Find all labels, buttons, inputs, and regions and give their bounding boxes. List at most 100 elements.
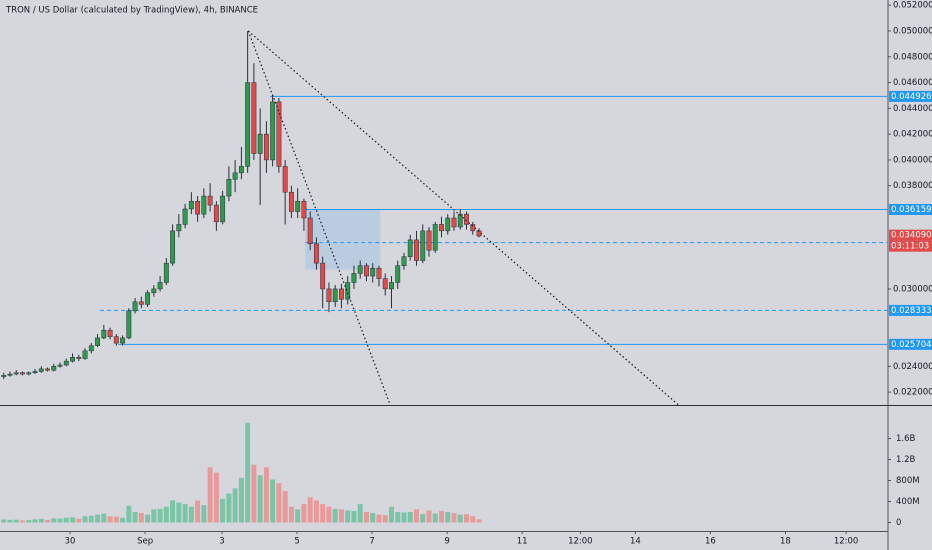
- candle-body: [295, 200, 301, 212]
- volume-bar: [157, 508, 163, 523]
- volume-bar: [301, 504, 307, 523]
- candle-body: [13, 372, 19, 375]
- volume-bar: [70, 517, 76, 523]
- volume-bar: [45, 519, 51, 523]
- volume-bar: [351, 510, 357, 523]
- volume-bar: [288, 506, 294, 523]
- volume-bar: [145, 514, 151, 523]
- candle-body: [238, 166, 244, 174]
- x-tick-label: 18: [780, 537, 791, 547]
- volume-bar: [438, 510, 444, 523]
- candle-body: [345, 282, 351, 300]
- candle-body: [263, 133, 269, 161]
- y-tick-label: 0.04800000: [893, 52, 932, 62]
- candle-body: [57, 364, 63, 367]
- x-tick-label: 3: [219, 537, 224, 547]
- candle-body: [38, 368, 44, 372]
- candle-body: [126, 310, 132, 339]
- volume-bar: [132, 512, 138, 523]
- volume-bar: [388, 506, 394, 523]
- x-tick-label: 14: [630, 537, 641, 547]
- volume-bar: [126, 505, 132, 523]
- candle-body: [195, 200, 201, 215]
- candle-body: [176, 224, 182, 232]
- volume-bar: [338, 509, 344, 523]
- candle-body: [120, 337, 126, 344]
- candle-body: [382, 278, 388, 290]
- y-tick-label: 0.05000000: [893, 26, 932, 36]
- x-tick-label: 12:00: [568, 537, 593, 547]
- volume-tick-label: 1.2B: [896, 455, 916, 465]
- last-price-badge: 0.03409036: [891, 231, 932, 241]
- candle-body: [457, 213, 463, 228]
- volume-bar: [464, 514, 470, 523]
- candle-body: [451, 217, 457, 228]
- volume-bar: [307, 497, 313, 523]
- candle-body: [251, 82, 257, 154]
- candle-body: [70, 357, 75, 362]
- y-tick-label: 0.04000000: [893, 155, 932, 165]
- volume-bar: [207, 467, 213, 523]
- candle-body: [426, 230, 432, 251]
- candle-body: [188, 200, 194, 210]
- volume-bar: [395, 512, 401, 523]
- volume-bar: [426, 510, 432, 523]
- x-tick-label: 30: [65, 537, 76, 547]
- volume-bar: [51, 518, 57, 523]
- volume-bar: [113, 516, 119, 523]
- volume-tick-label: 1.6B: [896, 434, 916, 444]
- level-badge-bg: [889, 304, 932, 316]
- candle-body: [276, 101, 282, 167]
- volume-bar: [95, 514, 101, 523]
- volume-bar: [382, 515, 388, 523]
- volume-bar: [7, 519, 13, 523]
- candle-body: [138, 301, 144, 305]
- candle-body: [257, 133, 263, 154]
- candle-body: [445, 217, 451, 232]
- candle-body: [113, 336, 119, 344]
- volume-bar: [88, 515, 94, 523]
- candle-body: [245, 82, 251, 167]
- volume-bar: [226, 493, 232, 523]
- volume-bar: [32, 519, 38, 523]
- volume-bar: [1, 519, 7, 523]
- candle-body: [288, 191, 294, 212]
- volume-tick-label: 400M: [896, 497, 920, 507]
- candle-body: [1, 375, 7, 377]
- y-tick-label: 0.02200000: [893, 388, 932, 398]
- level-badge: 0.03615904: [891, 205, 932, 215]
- candle-body: [395, 265, 401, 283]
- x-tick-label: 11: [517, 537, 528, 547]
- volume-bar: [163, 506, 169, 523]
- level-badge: 0.0283338: [891, 306, 932, 316]
- chart-title: TRON / US Dollar (calculated by TradingV…: [5, 6, 258, 16]
- y-tick-label: 0.04600000: [893, 78, 932, 88]
- candle-body: [432, 224, 438, 251]
- candle-body: [95, 337, 100, 346]
- volume-bar: [470, 516, 476, 523]
- x-tick-label: 16: [705, 537, 716, 547]
- volume-bar: [345, 510, 351, 523]
- candle-body: [226, 179, 232, 197]
- candle-body: [232, 172, 238, 180]
- volume-bar: [257, 475, 263, 523]
- countdown-badge: 03:11:03: [891, 242, 929, 252]
- candle-body: [357, 265, 363, 274]
- volume-bar: [476, 519, 482, 523]
- volume-bar: [363, 512, 369, 523]
- level-badge-bg: [889, 203, 932, 215]
- x-tick-label: Sep: [137, 537, 153, 547]
- volume-bar: [263, 467, 269, 523]
- y-tick-label: 0.04200000: [893, 130, 932, 140]
- volume-bar: [332, 508, 338, 523]
- candle-body: [370, 268, 376, 277]
- volume-bar: [182, 504, 188, 523]
- candle-body: [207, 195, 213, 206]
- candle-body: [332, 288, 338, 303]
- volume-bar: [151, 509, 157, 523]
- y-tick-label: 0.05200000: [893, 1, 932, 11]
- candle-body: [213, 204, 219, 223]
- volume-bar: [176, 502, 182, 523]
- candle-body: [163, 262, 169, 283]
- volume-bar: [232, 488, 238, 523]
